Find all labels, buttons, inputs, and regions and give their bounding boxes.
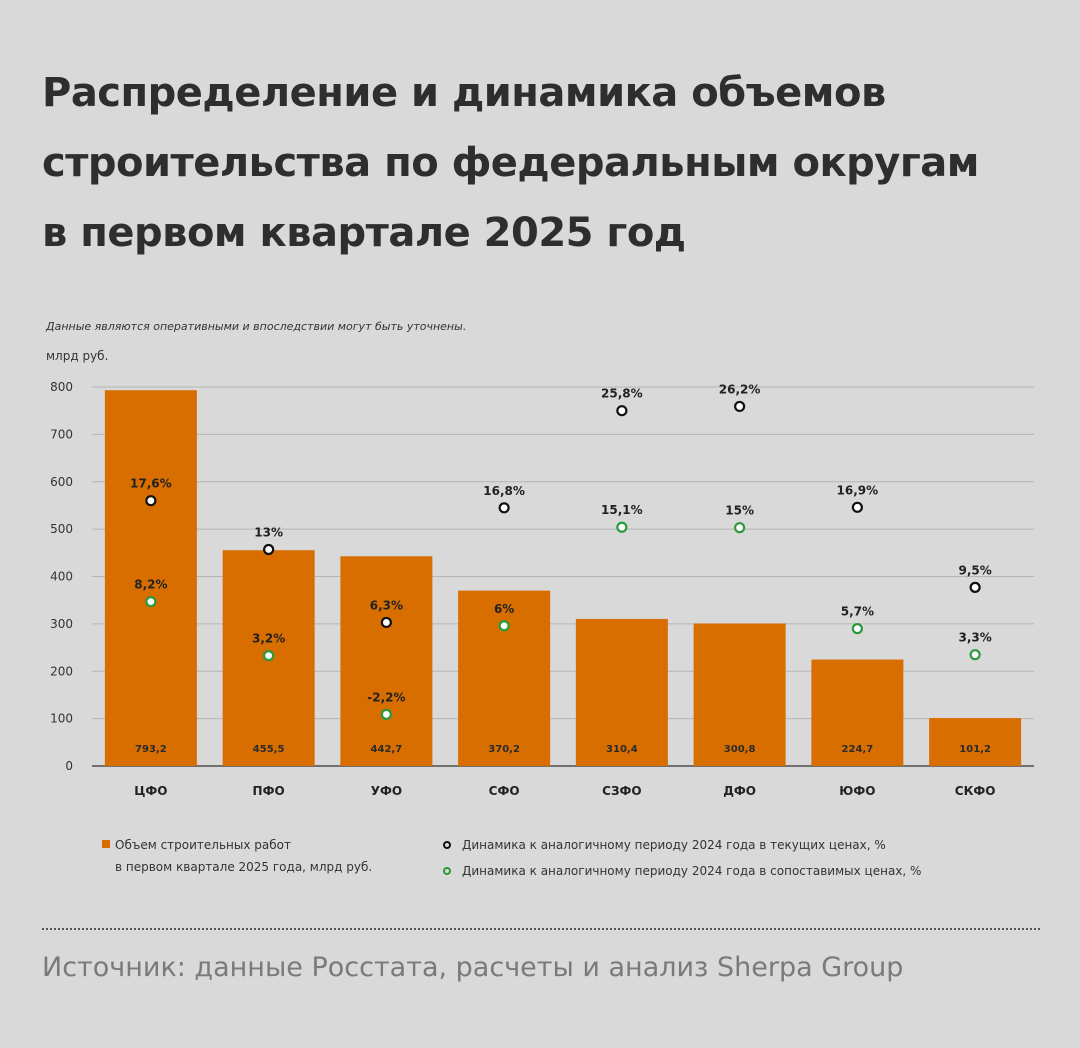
bar [811, 659, 904, 766]
title-line-2: строительства по федеральным округам [42, 140, 979, 186]
bar [575, 618, 668, 766]
y-tick-label: 0 [65, 759, 73, 773]
x-category-label: ДФО [723, 784, 756, 798]
x-category-label: ЮФО [839, 784, 875, 798]
y-axis-unit: млрд руб. [46, 349, 109, 363]
x-category-label: УФО [371, 784, 402, 798]
legend-volume-line2: в первом квартале 2025 года, млрд руб. [115, 860, 373, 874]
bar-value-label: 370,2 [488, 744, 520, 755]
bar-value-label: 442,7 [371, 744, 403, 755]
current-price-label: 17,6% [130, 477, 172, 491]
y-tick-label: 800 [50, 380, 73, 394]
current-price-marker [851, 501, 863, 513]
x-category-label: СКФО [955, 784, 996, 798]
current-price-label: 16,8% [483, 484, 525, 498]
current-price-label: 13% [254, 525, 283, 539]
bar [340, 556, 433, 766]
comparable-price-marker [616, 521, 628, 533]
y-tick-label: 400 [50, 570, 73, 584]
bar-value-label: 310,4 [606, 744, 638, 755]
current-price-marker [498, 502, 510, 514]
legend-current-marker-icon [443, 841, 451, 849]
x-category-label: ПФО [253, 784, 285, 798]
title-line-1: Распределение и динамика объемов [42, 70, 886, 116]
y-tick-label: 500 [50, 522, 73, 536]
legend-current-label: Динамика к аналогичному периоду 2024 год… [462, 838, 886, 852]
y-tick-label: 100 [50, 712, 73, 726]
current-price-marker [145, 495, 157, 507]
x-category-label: СФО [489, 784, 520, 798]
chart-title: Распределение и динамика объемов строите… [42, 58, 1042, 268]
x-category-label: СЗФО [602, 784, 641, 798]
bar-value-label: 300,8 [724, 744, 756, 755]
current-price-marker [616, 405, 628, 417]
source-divider [42, 928, 1040, 930]
bar-value-label: 455,5 [253, 744, 285, 755]
legend-comparable-marker-icon [443, 867, 451, 875]
comparable-price-marker [263, 650, 275, 662]
comparable-price-label: 3,3% [958, 631, 991, 645]
data-note: Данные являются оперативными и впоследст… [46, 320, 467, 333]
current-price-label: 26,2% [719, 382, 761, 396]
x-category-label: ЦФО [134, 784, 167, 798]
legend-bar-swatch [102, 840, 110, 848]
bar [104, 390, 197, 766]
comparable-price-marker [498, 620, 510, 632]
comparable-price-marker [851, 623, 863, 635]
current-price-label: 25,8% [601, 387, 643, 401]
y-tick-label: 200 [50, 664, 73, 678]
bar-chart: 0 100 200 300 400 500 600 700 800 793,2 ЦФО 17,6% 8,… [50, 380, 1034, 798]
current-price-marker [734, 400, 746, 413]
comparable-price-label: 5,7% [841, 605, 874, 619]
comparable-price-label: 3,2% [252, 632, 285, 646]
comparable-price-marker [734, 522, 746, 534]
source-note: Источник: данные Росстата, расчеты и ана… [42, 952, 904, 983]
comparable-price-label: 6% [494, 602, 514, 616]
bar [693, 623, 786, 766]
legend-dynamics: Динамика к аналогичному периоду 2024 год… [443, 834, 921, 882]
current-price-label: 9,5% [958, 563, 991, 577]
comparable-price-label: 15% [725, 504, 754, 518]
title-line-3: в первом квартале 2025 год [42, 210, 686, 256]
bar-value-label: 101,2 [959, 744, 991, 755]
y-tick-label: 700 [50, 427, 73, 441]
comparable-price-label: -2,2% [367, 690, 405, 704]
legend-volume-line1: Объем строительных работ [115, 838, 291, 852]
y-tick-label: 300 [50, 617, 73, 631]
legend-volume: Объем строительных работ в первом кварта… [102, 834, 372, 878]
comparable-price-label: 8,2% [134, 578, 167, 592]
current-price-marker [380, 616, 392, 629]
comparable-price-label: 15,1% [601, 503, 643, 517]
y-tick-label: 600 [50, 475, 73, 489]
bar-value-label: 224,7 [842, 744, 874, 755]
current-price-label: 16,9% [837, 483, 879, 497]
current-price-marker [263, 543, 275, 556]
comparable-price-marker [969, 649, 981, 661]
comparable-price-marker [145, 596, 157, 608]
bar-value-label: 793,2 [135, 744, 167, 755]
bar [929, 718, 1022, 766]
comparable-price-marker [380, 708, 392, 720]
legend-comparable-label: Динамика к аналогичному периоду 2024 год… [462, 864, 922, 878]
current-price-label: 6,3% [370, 598, 403, 612]
bar [458, 590, 551, 766]
current-price-marker [969, 581, 981, 593]
